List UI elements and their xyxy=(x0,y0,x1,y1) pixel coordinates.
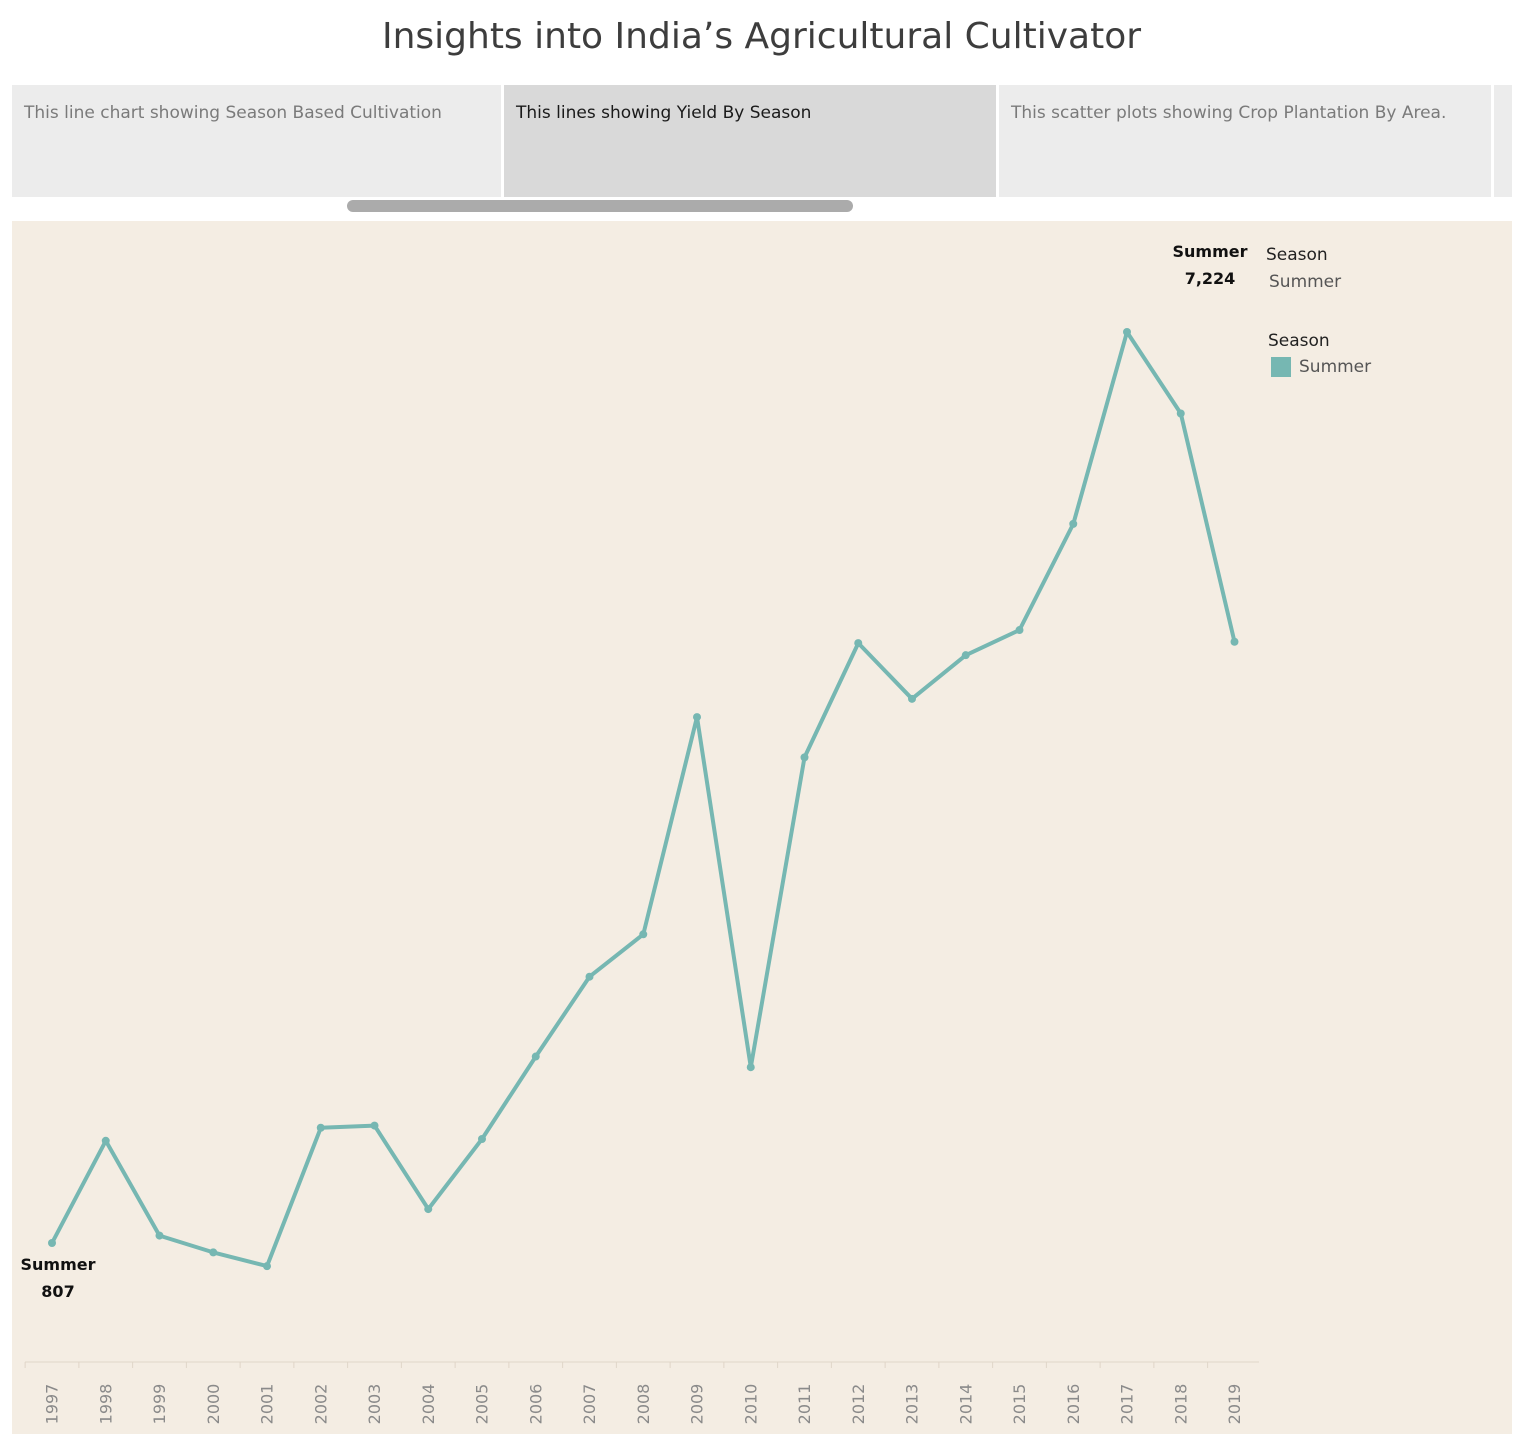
x-tick-label: 2017 xyxy=(1118,1384,1137,1425)
last-point-value-label: 7,224 xyxy=(1185,269,1236,288)
x-tick-label: 1997 xyxy=(43,1384,62,1425)
data-point-2007[interactable] xyxy=(585,972,594,981)
x-tick-label: 2000 xyxy=(204,1384,223,1425)
data-point-2005[interactable] xyxy=(478,1134,486,1143)
color-legend-label[interactable]: Summer xyxy=(1299,357,1372,377)
x-tick-label: 2006 xyxy=(526,1384,545,1425)
x-tick-label: 2015 xyxy=(1010,1384,1029,1425)
data-point-2014[interactable] xyxy=(961,651,970,660)
chart-panel: 1997 1998 1999 2000 2001 2002 2003 2004 2005 2006… xyxy=(12,221,1512,1434)
first-point-value-label: 807 xyxy=(41,1282,74,1301)
x-tick-label: 2002 xyxy=(311,1384,330,1425)
x-tick-label: 2016 xyxy=(1064,1384,1083,1425)
x-tick-label: 2011 xyxy=(795,1384,814,1425)
data-point-2009[interactable] xyxy=(693,713,701,722)
x-tick-label: 2014 xyxy=(956,1384,975,1425)
data-point-2011[interactable] xyxy=(800,753,809,762)
data-point-2015[interactable] xyxy=(1015,626,1024,635)
x-tick-label: 2004 xyxy=(419,1384,438,1425)
data-point-2003[interactable] xyxy=(370,1121,379,1130)
x-tick-label: 2008 xyxy=(634,1384,653,1425)
data-point-2017[interactable] xyxy=(1123,328,1131,336)
x-tick-label: 2001 xyxy=(258,1384,277,1425)
filter-legend-value[interactable]: Summer xyxy=(1269,272,1342,292)
data-point-1997[interactable] xyxy=(48,1239,56,1247)
story-point-1[interactable]: This line chart showing Season Based Cul… xyxy=(12,85,501,197)
story-point-2[interactable]: This lines showing Yield By Season xyxy=(504,85,996,197)
x-tick-label: 2012 xyxy=(849,1384,868,1425)
story-navigator: This line chart showing Season Based Cul… xyxy=(12,85,1512,197)
color-legend-swatch xyxy=(1271,357,1291,377)
x-tick-label: 2007 xyxy=(580,1384,599,1425)
x-tick-label: 2003 xyxy=(365,1384,384,1425)
yield-line-chart: 1997 1998 1999 2000 2001 2002 2003 2004 2005 2006… xyxy=(21,242,1259,1425)
data-point-2001[interactable] xyxy=(263,1262,271,1271)
filter-legend-title: Season xyxy=(1266,245,1328,265)
data-point-2004[interactable] xyxy=(424,1205,433,1214)
data-point-2013[interactable] xyxy=(908,694,916,703)
series-line-summer xyxy=(50,330,1237,1269)
first-point-season-label: Summer xyxy=(21,1255,96,1274)
last-point-season-label: Summer xyxy=(1173,242,1248,261)
x-tick-label: 2010 xyxy=(741,1384,760,1425)
data-point-2012[interactable] xyxy=(854,639,863,648)
x-tick-label: 2019 xyxy=(1225,1384,1244,1425)
color-legend-title: Season xyxy=(1268,331,1330,351)
page-title: Insights into India’s Agricultural Culti… xyxy=(381,16,1142,57)
x-tick-label: 1998 xyxy=(96,1384,115,1425)
data-point-1998[interactable] xyxy=(101,1136,110,1145)
data-point-2000[interactable] xyxy=(209,1248,218,1257)
data-point-2010[interactable] xyxy=(746,1063,755,1072)
story-point-3[interactable]: This scatter plots showing Crop Plantati… xyxy=(999,85,1491,197)
data-point-1999[interactable] xyxy=(155,1231,164,1240)
x-tick-label: 2005 xyxy=(473,1384,492,1425)
x-tick-label: 2013 xyxy=(903,1384,922,1425)
x-tick-label: 2018 xyxy=(1171,1384,1190,1425)
data-point-2016[interactable] xyxy=(1069,519,1078,528)
story-scrollbar[interactable] xyxy=(347,200,853,212)
data-point-2006[interactable] xyxy=(531,1052,540,1061)
data-point-2002[interactable] xyxy=(316,1123,325,1132)
x-tick-label: 1999 xyxy=(150,1384,169,1425)
data-point-2018[interactable] xyxy=(1176,409,1185,418)
x-tick-label: 2009 xyxy=(688,1384,707,1425)
data-point-2019[interactable] xyxy=(1230,637,1239,646)
data-point-2008[interactable] xyxy=(639,930,648,939)
story-point-4[interactable] xyxy=(1494,85,1512,197)
